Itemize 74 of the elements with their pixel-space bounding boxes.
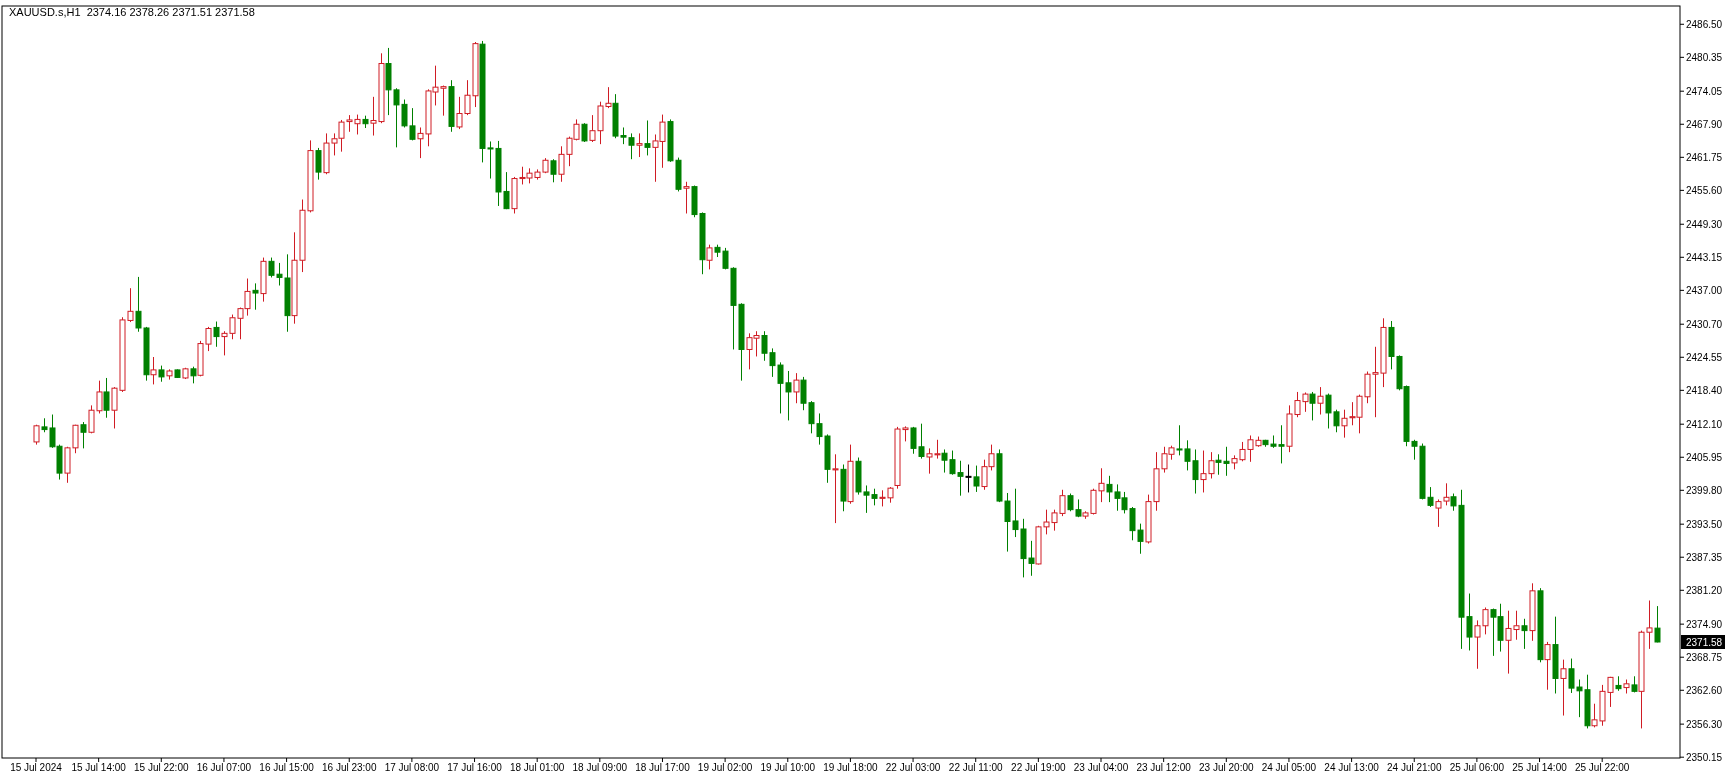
candlestick — [80, 421, 87, 449]
candlestick — [315, 147, 322, 181]
x-tick-label: 15 Jul 14:00 — [71, 762, 127, 773]
candlestick — [965, 464, 972, 493]
candlestick — [832, 453, 839, 524]
candlestick — [1317, 386, 1324, 416]
x-tick-label: 17 Jul 16:00 — [447, 762, 503, 773]
candlestick — [793, 372, 800, 404]
x-tick-label: 25 Jul 14:00 — [1512, 762, 1568, 773]
candlestick — [1309, 391, 1316, 421]
y-tick-label: 2461.75 — [1686, 151, 1723, 163]
candlestick — [213, 321, 220, 348]
x-tick-label: 15 Jul 22:00 — [134, 762, 189, 773]
candlestick — [1521, 618, 1528, 650]
chart-title: XAUUSD.s,H1 2374.16 2378.26 2371.51 2371.58 — [9, 6, 255, 18]
x-tick-label: 18 Jul 09:00 — [572, 762, 628, 773]
candlestick — [1341, 409, 1348, 439]
x-tick-label: 19 Jul 02:00 — [697, 762, 753, 773]
y-tick-label: 2480.35 — [1686, 51, 1723, 63]
x-tick-label: 22 Jul 11:00 — [948, 762, 1004, 773]
candlestick — [683, 181, 690, 214]
candlestick — [1544, 641, 1551, 691]
x-tick-label: 17 Jul 08:00 — [384, 762, 440, 773]
candlestick — [644, 119, 651, 156]
y-tick-label: 2405.95 — [1686, 451, 1723, 463]
y-tick-label: 2443.15 — [1686, 251, 1723, 263]
x-tick-label: 19 Jul 18:00 — [823, 762, 879, 773]
x-tick-label: 24 Jul 05:00 — [1261, 762, 1317, 773]
x-tick-label: 22 Jul 03:00 — [885, 762, 941, 773]
candlestick — [150, 356, 157, 385]
candlestick — [973, 465, 980, 493]
candlestick — [636, 132, 643, 158]
y-tick-label: 2387.35 — [1686, 551, 1723, 563]
y-tick-label: 2418.40 — [1686, 384, 1723, 396]
x-tick-label: 24 Jul 21:00 — [1386, 762, 1442, 773]
candlestick — [1654, 605, 1661, 643]
x-tick-label: 23 Jul 12:00 — [1136, 762, 1192, 773]
x-tick-label: 25 Jul 22:00 — [1574, 762, 1630, 773]
candlestick — [103, 377, 110, 419]
x-tick-label: 15 Jul 2024 — [10, 762, 63, 773]
x-tick-label: 16 Jul 07:00 — [196, 762, 252, 773]
x-tick-label: 16 Jul 23:00 — [321, 762, 377, 773]
y-tick-label: 2467.90 — [1686, 118, 1723, 130]
y-tick-label: 2356.30 — [1686, 718, 1723, 730]
y-tick-label: 2412.10 — [1686, 418, 1723, 430]
y-tick-label: 2455.60 — [1686, 184, 1723, 196]
y-tick-label: 2430.70 — [1686, 318, 1723, 330]
y-tick-label: 2374.90 — [1686, 618, 1723, 630]
y-tick-label: 2449.30 — [1686, 218, 1723, 230]
x-tick-label: 18 Jul 01:00 — [509, 762, 565, 773]
candlestick — [252, 282, 259, 311]
x-tick-label: 23 Jul 04:00 — [1073, 762, 1129, 773]
x-tick-label: 22 Jul 19:00 — [1011, 762, 1067, 773]
x-tick-label: 25 Jul 06:00 — [1449, 762, 1505, 773]
text: 2371.58 — [1686, 636, 1723, 648]
x-tick-label: 23 Jul 20:00 — [1199, 762, 1254, 773]
y-tick-label: 2368.75 — [1686, 651, 1723, 663]
y-tick-label: 2486.50 — [1686, 18, 1723, 30]
y-tick-label: 2437.00 — [1686, 284, 1723, 296]
x-tick-label: 18 Jul 17:00 — [635, 762, 691, 773]
candlestick — [706, 244, 713, 270]
candlestick — [550, 158, 557, 183]
candlestick — [1560, 659, 1567, 717]
x-tick-label: 16 Jul 15:00 — [259, 762, 315, 773]
y-tick-label: 2399.80 — [1686, 484, 1723, 496]
x-tick-label: 24 Jul 13:00 — [1324, 762, 1380, 773]
y-tick-label: 2350.15 — [1686, 751, 1723, 763]
y-tick-label: 2381.20 — [1686, 584, 1723, 596]
candlestick — [581, 122, 588, 143]
x-tick-label: 19 Jul 10:00 — [760, 762, 816, 773]
y-tick-label: 2474.05 — [1686, 85, 1723, 97]
y-tick-label: 2424.55 — [1686, 351, 1723, 363]
y-tick-label: 2362.60 — [1686, 684, 1723, 696]
y-tick-label: 2393.50 — [1686, 518, 1723, 530]
